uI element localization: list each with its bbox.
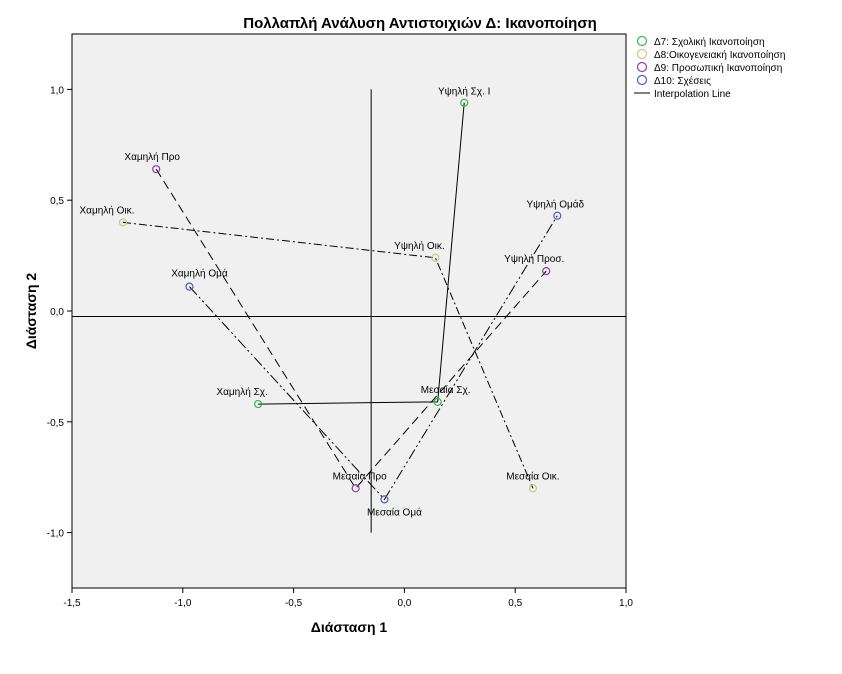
series-points [118,98,562,504]
point-label: Χαμηλή Σχ. [216,386,267,398]
point-labels: Χαμηλή Σχ. Μεσαία Σχ. Υψηλή Σχ. Ι Χαμηλή Οι… [80,86,585,519]
legend-marker [636,48,648,60]
data-point [185,282,194,291]
data-point [351,484,360,493]
data-point [528,484,538,493]
chart-title: Πολλαπλή Ανάλυση Αντιστοιχιών Δ: Ικανοπο… [243,15,597,32]
legend-entry: Δ8:Οικογενειακή Ικανοποίηση [654,49,785,61]
point-label: Μεσαία Ομά [367,506,422,518]
point-label: Υψηλή Σχ. Ι [438,86,490,98]
point-label: Χαμηλή Οικ. [80,204,135,216]
x-axis-title: Διάσταση 1 [311,619,388,635]
data-point [380,495,389,504]
legend-entry: Δ9: Προσωπική Ικανοποίηση [654,62,782,74]
point-label: Χαμηλή Ομά [171,268,228,280]
y-tick-label: -1,0 [47,529,65,540]
point-label: Μεσαία Προ [333,470,387,482]
x-tick-label: 0,0 [397,598,411,609]
legend-marker [636,74,648,86]
series-line-2 [122,221,534,489]
plot-area [71,33,627,589]
point-label: Μεσαία Οικ. [506,470,559,482]
data-point [460,98,469,107]
data-point [553,211,562,220]
series-lines [122,102,558,501]
data-point [118,218,128,227]
legend-interpolation-entry: Interpolation Line [654,89,731,100]
point-label: Υψηλή Οικ. [394,240,444,252]
x-tick-label: -1,0 [174,598,192,609]
reference-lines [72,89,626,533]
legend-marker [636,35,648,47]
legend-entry: Δ7: Σχολική Ικανοποίηση [654,36,765,48]
y-tick-label: -0,5 [47,418,65,429]
data-point [254,399,263,409]
data-point [152,165,161,174]
y-tick-label: 0,5 [50,196,64,207]
data-point [542,267,551,276]
axis-ticks: -1,5 -1,0 -0,5 0,0 0,5 1,0 1,0 0,5 0,0 -0,5 -1,0 [47,85,634,609]
x-tick-label: 1,0 [619,598,633,609]
x-tick-label: 0,5 [508,598,522,609]
y-axis-title: Διάσταση 2 [23,273,39,350]
legend-marker [636,61,648,73]
point-label: Χαμηλή Προ [124,151,180,163]
point-label: Υψηλή Προσ. [504,253,564,265]
series-line-1 [258,102,465,405]
y-tick-label: 0,0 [50,307,64,318]
point-label: Υψηλή Ομάδ [527,199,585,211]
series-line-3 [155,168,547,490]
data-point [431,253,440,262]
point-label: Μεσαία Σχ. [421,384,471,396]
x-tick-label: -0,5 [285,598,303,609]
series-line-4 [189,215,558,501]
data-point [433,397,442,406]
x-tick-label: -1,5 [63,598,81,609]
legend-entry: Δ10: Σχέσεις [654,75,711,87]
y-tick-label: 1,0 [50,85,64,96]
